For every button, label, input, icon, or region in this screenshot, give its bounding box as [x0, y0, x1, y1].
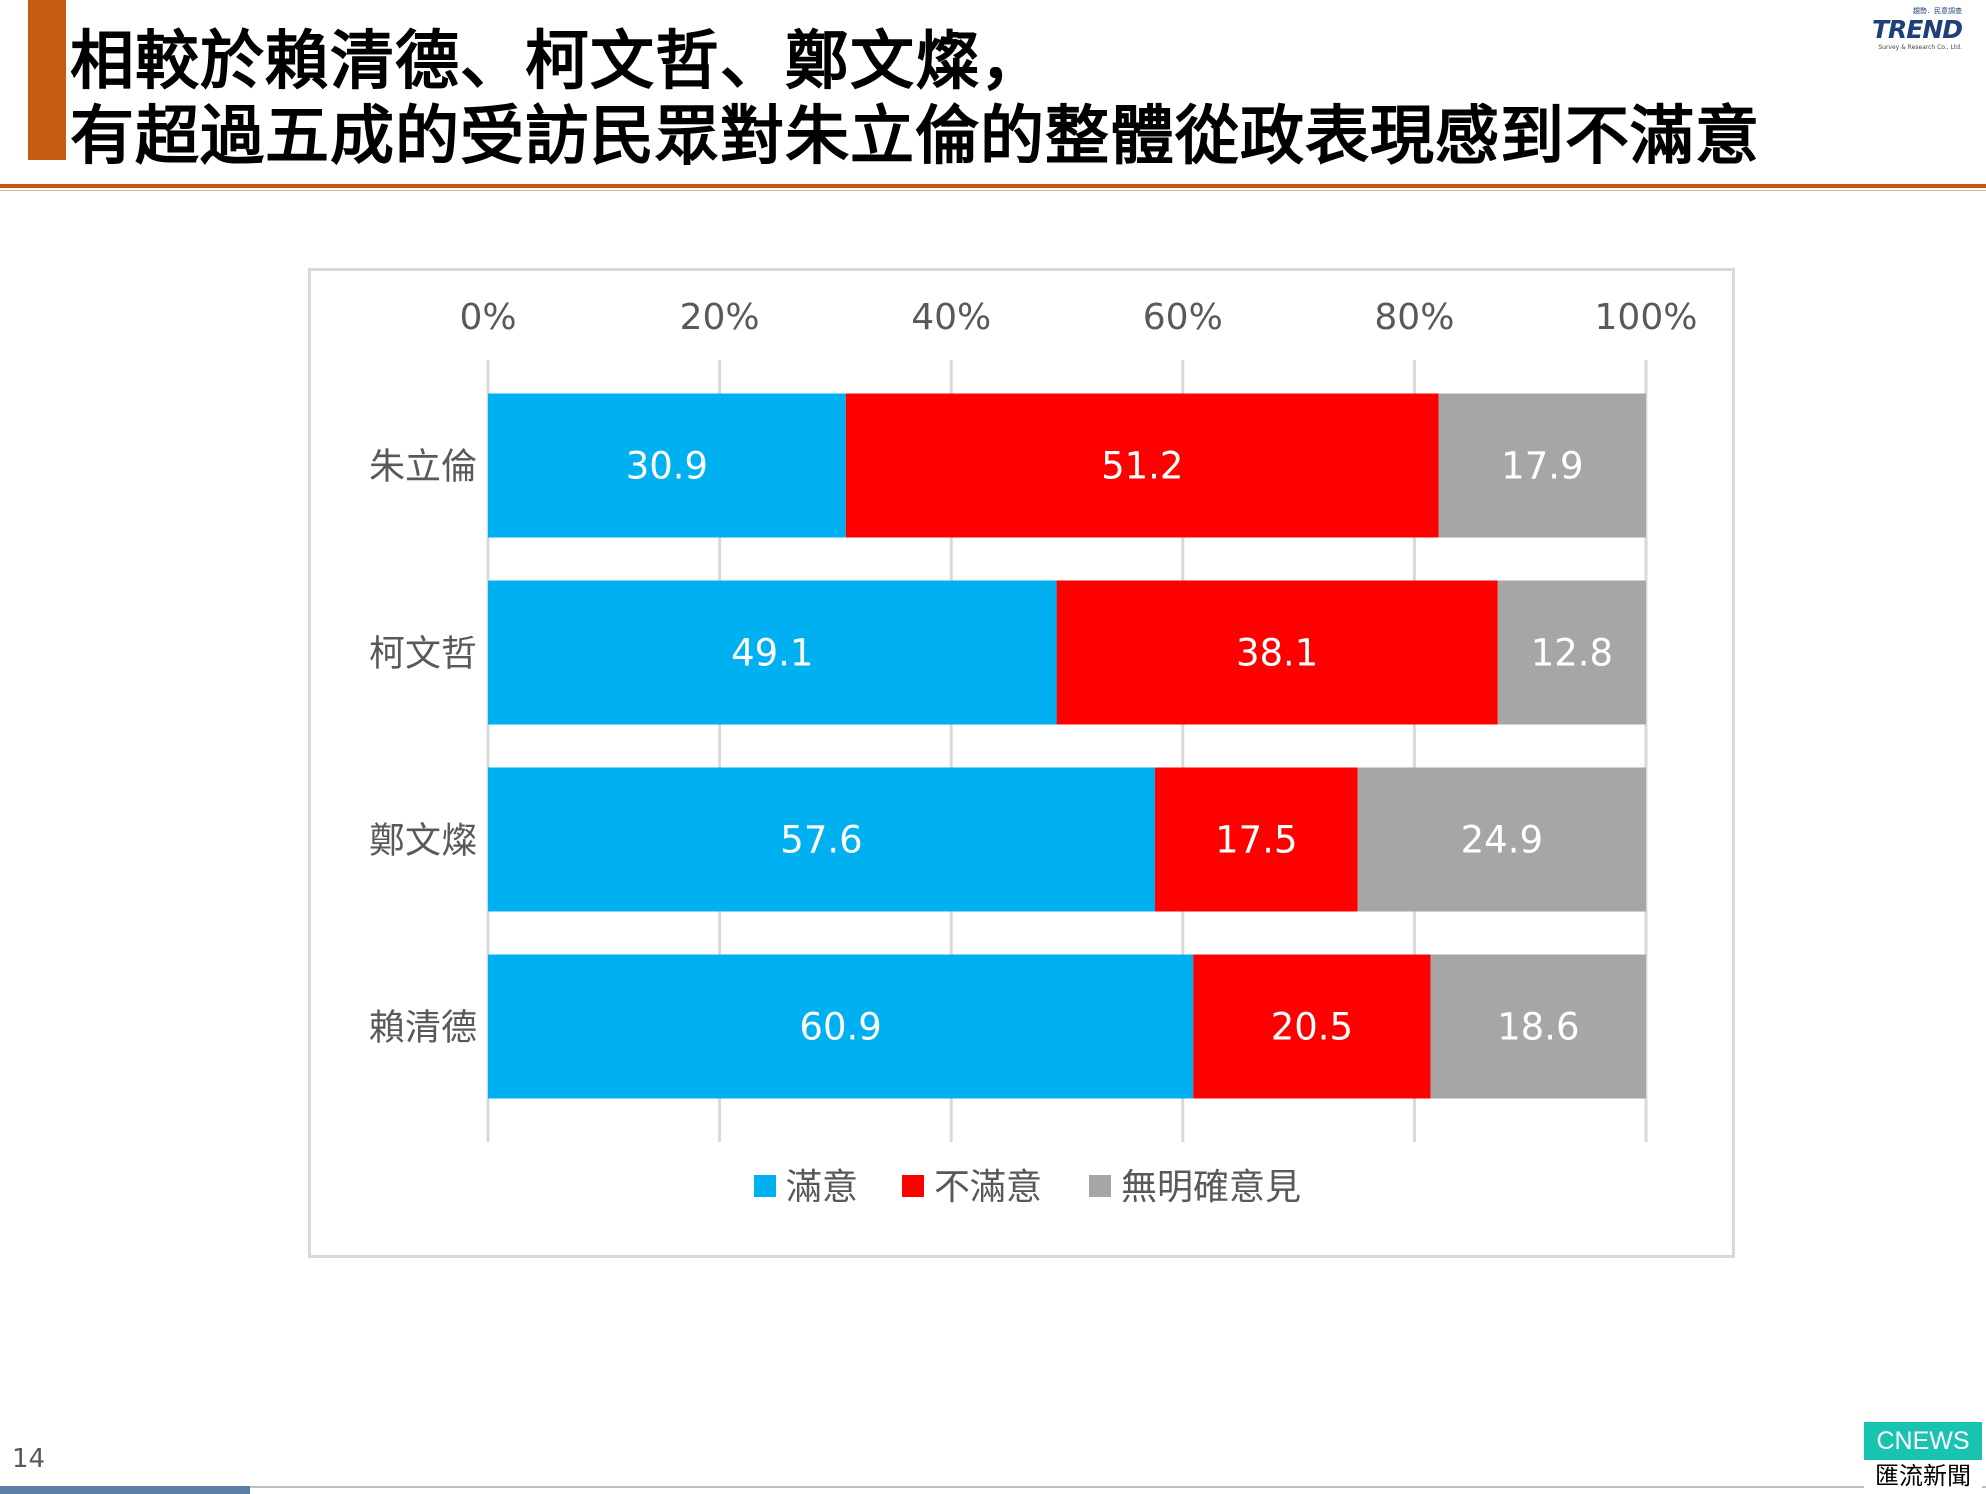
logo-name: TREND — [1871, 15, 1963, 44]
bar-segment — [488, 767, 1156, 912]
data-label: 17.9 — [1501, 445, 1583, 488]
data-label: 51.2 — [1101, 445, 1183, 488]
title-divider — [0, 184, 1986, 188]
data-label: 60.9 — [799, 1006, 881, 1049]
x-tick-label: 0% — [459, 297, 516, 338]
data-label: 57.6 — [780, 819, 862, 862]
data-label: 18.6 — [1497, 1006, 1579, 1049]
category-label: 朱立倫 — [369, 447, 477, 488]
chart-frame: 0% 20% 40% 60% 80% 100% 朱立倫 30.9 51.2 17.9 柯文哲 49.1… — [308, 268, 1735, 1258]
bar-segment — [488, 954, 1194, 1099]
legend-label: 不滿意 — [934, 1167, 1042, 1208]
legend-swatch — [1089, 1175, 1111, 1197]
data-label: 38.1 — [1236, 632, 1318, 675]
data-label: 24.9 — [1461, 819, 1543, 862]
x-tick-label: 20% — [680, 297, 760, 338]
stacked-bar-chart: 0% 20% 40% 60% 80% 100% 朱立倫 30.9 51.2 17.9 柯文哲 49.1… — [369, 297, 1698, 1208]
bar-segment — [488, 393, 846, 538]
x-tick-label: 80% — [1374, 297, 1454, 338]
logo-top-text: 趨勢．民意調查 — [1913, 7, 1962, 15]
data-label: 49.1 — [731, 632, 813, 675]
bar-segment — [1193, 954, 1431, 1099]
footer-line — [0, 1486, 1986, 1488]
slide-title-line-2: 有超過五成的受訪民眾對朱立倫的整體從政表現感到不滿意 — [70, 100, 1760, 174]
title-accent-bar — [28, 0, 66, 160]
trend-logo: 趨勢．民意調查 TREND Survey & Research Co., Ltd… — [1858, 6, 1968, 52]
bar-segment — [1155, 767, 1358, 912]
logo-subtitle: Survey & Research Co., Ltd. — [1878, 44, 1962, 51]
bar-segment — [1357, 767, 1646, 912]
title-divider-thin — [0, 190, 1986, 191]
watermark-top: CNEWS — [1864, 1422, 1982, 1460]
legend-label: 滿意 — [786, 1167, 858, 1208]
footer-strip — [0, 1486, 250, 1494]
page-number: 14 — [12, 1444, 46, 1474]
slide-title-line-1: 相較於賴清德、柯文哲、鄭文燦， — [70, 25, 1045, 99]
x-tick-label: 60% — [1143, 297, 1223, 338]
x-tick-label: 40% — [911, 297, 991, 338]
watermark-bottom: 匯流新聞網 — [1864, 1460, 1982, 1492]
bar-segment — [845, 393, 1439, 538]
category-label: 鄭文燦 — [369, 821, 477, 862]
legend-swatch — [754, 1175, 776, 1197]
data-label: 17.5 — [1215, 819, 1297, 862]
data-label: 20.5 — [1271, 1006, 1353, 1049]
bar-segment — [1497, 580, 1646, 725]
bar-segment — [488, 580, 1057, 725]
bar-segment — [1056, 580, 1498, 725]
x-tick-label: 100% — [1595, 297, 1698, 338]
bar-segment — [1430, 954, 1646, 1099]
data-label: 12.8 — [1531, 632, 1613, 675]
legend-swatch — [902, 1175, 924, 1197]
bar-segment — [1438, 393, 1646, 538]
category-label: 柯文哲 — [369, 634, 477, 675]
legend-label: 無明確意見 — [1121, 1167, 1301, 1208]
data-label: 30.9 — [626, 445, 708, 488]
category-label: 賴清德 — [369, 1008, 477, 1049]
cnews-watermark: CNEWS 匯流新聞網 — [1864, 1422, 1982, 1492]
